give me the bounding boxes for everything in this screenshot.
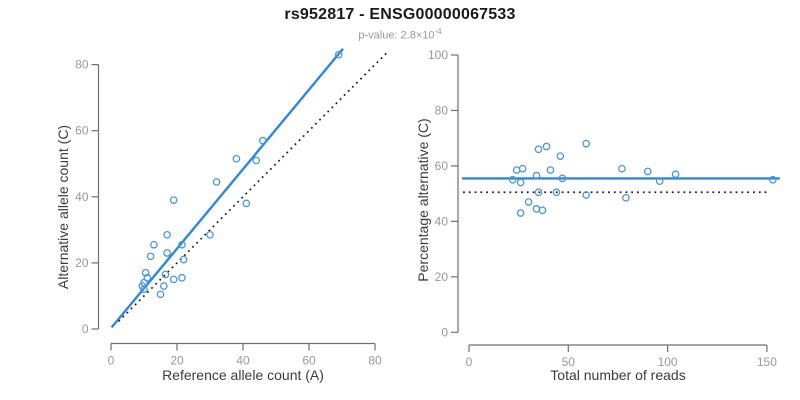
data-point (643, 167, 652, 176)
x-tick-label: 100 (658, 355, 678, 369)
x-tick-label: 150 (757, 355, 777, 369)
y-tick-label: 40 (435, 214, 449, 228)
figure-title: rs952817 - ENSG00000067533 (284, 6, 516, 23)
data-point (161, 270, 170, 279)
data-point (524, 198, 533, 206)
y-tick-label: 60 (435, 159, 449, 173)
data-point (582, 191, 591, 199)
data-point (556, 152, 565, 161)
data-point (163, 249, 171, 257)
data-point (212, 178, 221, 186)
y-tick-label: 0 (82, 322, 89, 336)
data-point (150, 240, 158, 249)
data-point (159, 282, 168, 290)
y-tick-label: 100 (428, 48, 448, 62)
data-point (169, 275, 178, 284)
data-point (179, 255, 188, 264)
data-point (232, 154, 241, 163)
left-y-axis-title: Alternative allele count (C) (55, 124, 71, 290)
data-point (141, 268, 150, 277)
x-tick-label: 60 (302, 354, 316, 368)
data-point (516, 178, 525, 187)
data-point (538, 206, 547, 215)
right-x-axis-title: Total number of reads (550, 367, 686, 383)
data-point (242, 199, 251, 208)
x-tick-label: 80 (368, 354, 382, 368)
data-point (518, 164, 527, 173)
data-point (516, 209, 525, 217)
regression-line (110, 47, 344, 329)
data-point (143, 273, 152, 282)
data-point (655, 177, 664, 186)
data-point (163, 230, 171, 239)
right-y-axis-title: Percentage alternative (C) (415, 118, 431, 282)
data-point (546, 166, 555, 174)
data-point (178, 273, 186, 282)
y-tick-label: 40 (75, 190, 89, 204)
data-point (258, 136, 267, 145)
y-tick-label: 0 (441, 325, 448, 339)
data-point (508, 175, 517, 184)
x-tick-label: 50 (562, 355, 576, 369)
data-point (252, 156, 261, 165)
data-point (169, 196, 178, 204)
y-tick-label: 20 (75, 256, 89, 270)
y-tick-label: 80 (75, 58, 89, 72)
data-point (146, 252, 155, 261)
y-tick-label: 20 (435, 270, 449, 284)
data-point (532, 171, 541, 180)
data-point (558, 174, 567, 183)
data-point (178, 240, 186, 249)
data-point (534, 145, 543, 154)
x-tick-label: 40 (236, 354, 250, 368)
data-point (622, 193, 630, 202)
data-point (542, 142, 551, 151)
data-point (156, 290, 165, 299)
x-tick-label: 20 (170, 354, 184, 368)
data-point (582, 139, 591, 148)
data-point (671, 170, 680, 179)
y-tick-label: 80 (435, 103, 449, 117)
identity-line (117, 52, 388, 322)
y-tick-label: 60 (75, 124, 89, 138)
figure-subtitle: p-value: 2.8×10-4 (0, 27, 800, 42)
data-point (206, 230, 214, 239)
x-tick-label: 0 (466, 355, 473, 369)
data-point (534, 188, 543, 197)
data-point (334, 50, 343, 59)
data-point (618, 164, 626, 173)
data-point (552, 188, 561, 197)
left-x-axis-title: Reference allele count (A) (162, 367, 324, 383)
x-tick-label: 0 (108, 354, 115, 368)
pvalue-exponent: -4 (434, 27, 442, 36)
data-point (769, 175, 777, 184)
pvalue-text: p-value: 2.8×10 (358, 29, 435, 42)
